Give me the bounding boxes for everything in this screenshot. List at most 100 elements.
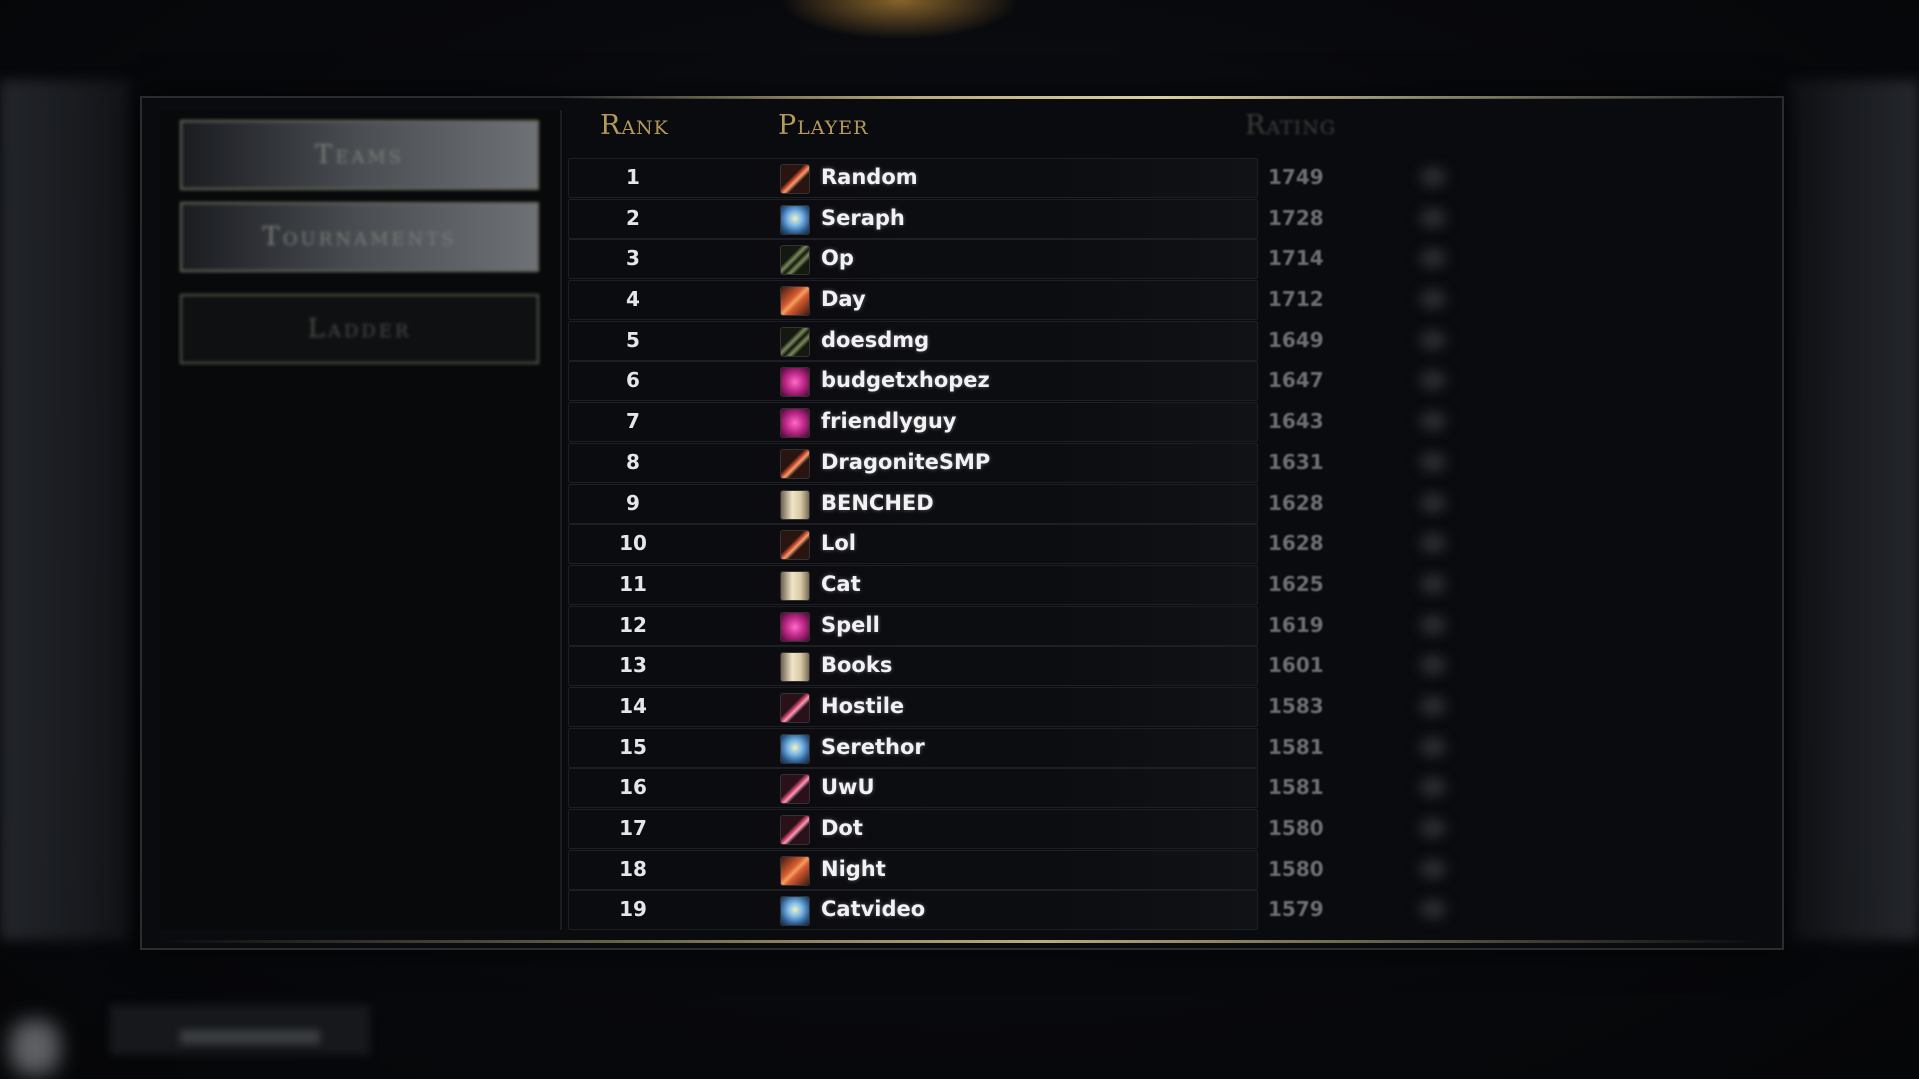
player-name[interactable]: Books — [821, 653, 893, 678]
rank-cell: 1 — [626, 165, 640, 189]
table-row[interactable]: 17 Dot 1580 — [568, 809, 1758, 849]
table-row[interactable]: 7 friendlyguy 1643 — [568, 402, 1758, 443]
rating-cell: 1712 — [1268, 287, 1324, 312]
staff-icon — [780, 692, 810, 723]
rank-cell: 15 — [619, 734, 647, 759]
rating-cell: 1580 — [1268, 816, 1324, 840]
rank-cell: 16 — [619, 775, 647, 800]
scroll-icon — [780, 570, 810, 601]
blurred-stat — [1420, 655, 1446, 676]
table-row[interactable]: 13 Books 1601 — [568, 646, 1758, 687]
table-row[interactable]: 10 Lol 1628 — [568, 524, 1758, 565]
player-name[interactable]: Op — [821, 246, 854, 271]
table-row[interactable]: 4 Day 1712 — [568, 280, 1758, 321]
player-name[interactable]: Night — [821, 856, 886, 881]
table-row[interactable]: 8 DragoniteSMP 1631 — [568, 442, 1758, 483]
player-column-header[interactable]: Player — [778, 110, 869, 141]
player-name[interactable]: Day — [821, 287, 866, 312]
table-row[interactable]: 19 Catvideo 1579 — [568, 890, 1758, 931]
rating-cell: 1580 — [1268, 856, 1324, 881]
table-row[interactable]: 12 Spell 1619 — [568, 605, 1758, 646]
table-row[interactable]: 1 Random 1749 — [568, 158, 1758, 198]
rating-cell: 1749 — [1268, 165, 1324, 189]
bow-icon — [780, 245, 810, 276]
player-name[interactable]: DragoniteSMP — [821, 449, 991, 474]
player-name[interactable]: doesdmg — [821, 327, 930, 352]
orb-icon — [780, 611, 810, 642]
player-name[interactable]: Hostile — [821, 693, 905, 718]
rank-cell: 11 — [619, 571, 647, 596]
blurred-stat — [1420, 858, 1446, 879]
player-name[interactable]: Spell — [821, 612, 880, 637]
row-background — [568, 768, 1258, 809]
player-name[interactable]: Dot — [821, 816, 863, 840]
table-row[interactable]: 3 Op 1714 — [568, 239, 1758, 280]
sword-icon — [780, 530, 810, 561]
rating-cell: 1649 — [1268, 327, 1324, 352]
rating-cell: 1619 — [1268, 612, 1324, 637]
player-name[interactable]: budgetxhopez — [821, 368, 990, 393]
player-name[interactable]: Seraph — [821, 205, 905, 230]
rank-cell: 7 — [626, 409, 640, 434]
player-name[interactable]: Cat — [821, 571, 861, 596]
claws-icon — [780, 855, 810, 886]
table-row[interactable]: 9 BENCHED 1628 — [568, 483, 1758, 524]
rank-cell: 5 — [626, 327, 640, 352]
blurred-stat — [1420, 818, 1446, 838]
rank-cell: 13 — [619, 653, 647, 678]
rank-cell: 19 — [619, 897, 647, 922]
sword-icon — [780, 448, 810, 479]
rank-cell: 6 — [626, 368, 640, 393]
player-name[interactable]: BENCHED — [821, 490, 934, 515]
rating-cell: 1579 — [1268, 897, 1324, 922]
player-name[interactable]: Random — [821, 165, 918, 189]
rating-cell: 1583 — [1268, 693, 1324, 718]
table-row[interactable]: 16 UwU 1581 — [568, 768, 1758, 809]
rank-column-header[interactable]: Rank — [600, 110, 669, 141]
rating-cell: 1647 — [1268, 368, 1324, 393]
rating-cell: 1628 — [1268, 531, 1324, 556]
table-row[interactable]: 5 doesdmg 1649 — [568, 320, 1758, 361]
top-glow — [780, 0, 1020, 40]
shield-icon — [780, 204, 810, 235]
blurred-stat — [1420, 207, 1446, 228]
rating-cell: 1631 — [1268, 449, 1324, 474]
row-background — [568, 524, 1258, 565]
player-name[interactable]: Catvideo — [821, 897, 926, 922]
rank-cell: 18 — [619, 856, 647, 881]
blurred-stat — [1420, 573, 1446, 594]
table-row[interactable]: 15 Serethor 1581 — [568, 727, 1758, 768]
player-name[interactable]: UwU — [821, 775, 875, 800]
ladder-table: 1 Random 1749 2 Seraph 1728 3 Op 1714 4 Day 1712 5 do… — [568, 158, 1758, 931]
rank-cell: 17 — [619, 816, 647, 840]
blurred-stat — [1420, 492, 1446, 513]
row-background — [568, 890, 1258, 931]
rating-cell: 1728 — [1268, 205, 1324, 230]
table-row[interactable]: 2 Seraph 1728 — [568, 198, 1758, 239]
blurred-stat — [1420, 370, 1446, 391]
blurred-stat — [1420, 248, 1446, 269]
nav-teams-button[interactable]: Teams — [180, 120, 539, 190]
rating-cell: 1643 — [1268, 409, 1324, 434]
row-background — [568, 686, 1258, 727]
blurred-stat — [1420, 167, 1446, 187]
nav-tournaments-button[interactable]: Tournaments — [180, 202, 539, 272]
rank-cell: 2 — [626, 205, 640, 230]
table-row[interactable]: 14 Hostile 1583 — [568, 686, 1758, 727]
player-name[interactable]: Serethor — [821, 734, 925, 759]
rating-column-header[interactable]: Rating — [1245, 110, 1336, 141]
panel-bottom-border — [160, 940, 1760, 943]
row-background — [568, 158, 1258, 198]
table-row[interactable]: 6 budgetxhopez 1647 — [568, 361, 1758, 402]
player-name[interactable]: Lol — [821, 531, 857, 556]
scroll-icon — [780, 489, 810, 520]
nav-ladder-button[interactable]: Ladder — [180, 294, 539, 364]
blurred-stat — [1420, 614, 1446, 635]
table-row[interactable]: 18 Night 1580 — [568, 849, 1758, 890]
player-name[interactable]: friendlyguy — [821, 409, 957, 434]
left-blurred-panel — [0, 80, 130, 940]
rating-cell: 1628 — [1268, 490, 1324, 515]
table-row[interactable]: 11 Cat 1625 — [568, 564, 1758, 605]
scroll-icon — [780, 652, 810, 683]
row-background — [568, 402, 1258, 443]
